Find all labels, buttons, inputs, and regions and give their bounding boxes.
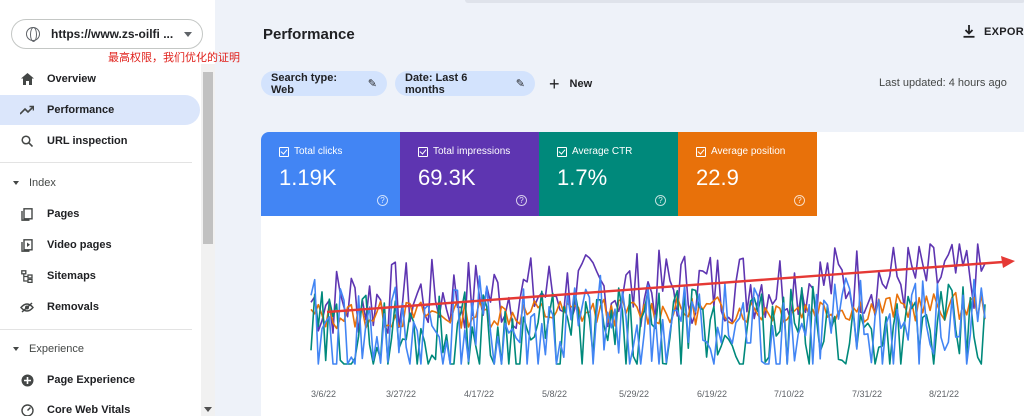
- new-label: New: [569, 77, 593, 90]
- sidebar-item-overview[interactable]: Overview: [0, 64, 200, 94]
- plus-icon: +: [549, 73, 560, 94]
- chip-label: Date: Last 6 months: [405, 71, 468, 96]
- sidebar-item-page-experience[interactable]: Page Experience: [0, 365, 200, 395]
- sidebar-item-label: Removals: [47, 301, 99, 313]
- search-type-chip[interactable]: Search type: Web ✎: [261, 71, 387, 96]
- divider: [0, 329, 192, 330]
- sidebar-item-core-web-vitals[interactable]: Core Web Vitals: [0, 395, 200, 416]
- metric-label: Average CTR: [572, 146, 633, 157]
- x-tick-label: 5/8/22: [542, 389, 567, 399]
- metric-label: Average position: [711, 146, 786, 157]
- help-icon[interactable]: ?: [794, 195, 805, 206]
- new-filter-button[interactable]: + New: [549, 71, 592, 96]
- trending-up-icon: [20, 103, 34, 117]
- sidebar-item-pages[interactable]: Pages: [0, 199, 200, 229]
- metric-card-average-position[interactable]: Average position 22.9 ?: [678, 132, 817, 216]
- chip-label: Search type: Web: [271, 71, 338, 96]
- search-icon: [20, 134, 34, 148]
- divider: [0, 162, 192, 163]
- export-label: EXPORT: [984, 25, 1024, 38]
- performance-panel: Total clicks 1.19K ? Total impressions 6…: [261, 132, 1024, 416]
- pencil-icon: ✎: [367, 78, 377, 90]
- last-updated-text: Last updated: 4 hours ago: [879, 77, 1007, 89]
- x-tick-label: 3/6/22: [311, 389, 336, 399]
- help-icon[interactable]: ?: [377, 195, 388, 206]
- sidebar: https://www.zs-oilfi ... 最高权限，我们优化的证明 Ov…: [0, 0, 240, 416]
- pencil-icon: ✎: [515, 78, 525, 90]
- checkbox-icon[interactable]: [557, 146, 567, 157]
- x-tick-label: 5/29/22: [619, 389, 649, 399]
- series-line-total-clicks: [310, 274, 986, 365]
- metric-card-total-impressions[interactable]: Total impressions 69.3K ?: [400, 132, 539, 216]
- checkbox-icon[interactable]: [418, 146, 428, 157]
- section-index[interactable]: Index: [13, 177, 56, 189]
- removals-icon: [20, 300, 34, 314]
- sidebar-item-label: Page Experience: [47, 374, 136, 386]
- help-icon[interactable]: ?: [516, 195, 527, 206]
- checkbox-icon[interactable]: [696, 146, 706, 157]
- sitemap-icon: [20, 269, 34, 283]
- sidebar-item-removals[interactable]: Removals: [0, 292, 200, 322]
- trend-arrow-line: [326, 260, 1004, 314]
- x-tick-label: 8/21/22: [929, 389, 959, 399]
- pages-icon: [20, 207, 34, 221]
- x-tick-label: 7/10/22: [774, 389, 804, 399]
- sidebar-item-label: URL inspection: [47, 135, 128, 147]
- series-line-average-position: [310, 291, 986, 330]
- export-button[interactable]: EXPORT: [963, 25, 1024, 38]
- page-title: Performance: [263, 26, 355, 43]
- property-selector[interactable]: https://www.zs-oilfi ...: [11, 19, 203, 49]
- sidebar-item-video-pages[interactable]: Video pages: [0, 230, 200, 260]
- metric-value: 1.7%: [557, 165, 608, 190]
- sidebar-item-label: Video pages: [47, 239, 112, 251]
- core-web-vitals-icon: [20, 403, 34, 416]
- section-label: Index: [29, 177, 56, 189]
- home-icon: [20, 72, 34, 86]
- sidebar-scrollbar[interactable]: [201, 64, 215, 416]
- main-content: Performance EXPORT Search type: Web ✎ Da…: [215, 0, 1024, 416]
- video-pages-icon: [20, 238, 34, 252]
- search-bar-edge: [465, 0, 1024, 3]
- sidebar-item-label: Overview: [47, 73, 96, 85]
- metric-value: 69.3K: [418, 165, 476, 190]
- x-tick-label: 3/27/22: [386, 389, 416, 399]
- x-tick-label: 4/17/22: [464, 389, 494, 399]
- sidebar-item-label: Core Web Vitals: [47, 404, 131, 416]
- x-tick-label: 6/19/22: [697, 389, 727, 399]
- sidebar-item-label: Performance: [47, 104, 115, 116]
- sidebar-item-sitemaps[interactable]: Sitemaps: [0, 261, 200, 291]
- collapse-caret-icon: [13, 181, 19, 185]
- help-icon[interactable]: ?: [655, 195, 666, 206]
- page-experience-icon: [20, 373, 34, 387]
- section-label: Experience: [29, 343, 85, 355]
- checkbox-icon[interactable]: [279, 146, 289, 157]
- x-tick-label: 7/31/22: [852, 389, 882, 399]
- scrollbar-thumb[interactable]: [203, 72, 213, 244]
- sidebar-item-url-inspection[interactable]: URL inspection: [0, 126, 200, 156]
- handwritten-annotation: 最高权限，我们优化的证明: [108, 51, 240, 64]
- collapse-caret-icon: [13, 347, 19, 351]
- sidebar-item-label: Sitemaps: [47, 270, 96, 282]
- metric-value: 1.19K: [279, 165, 337, 190]
- section-experience[interactable]: Experience: [13, 343, 84, 355]
- metric-card-total-clicks[interactable]: Total clicks 1.19K ?: [261, 132, 400, 216]
- chevron-down-icon: [184, 31, 192, 37]
- globe-icon: [26, 27, 40, 42]
- performance-chart: 3/6/22 3/27/22 4/17/22 5/8/22 5/29/22 6/19/22…: [310, 243, 1015, 399]
- metric-label: Total impressions: [433, 146, 511, 157]
- download-icon: [963, 25, 975, 38]
- metric-label: Total clicks: [294, 146, 343, 157]
- metric-value: 22.9: [696, 165, 739, 190]
- sidebar-item-performance[interactable]: Performance: [0, 95, 200, 125]
- sidebar-item-label: Pages: [47, 208, 80, 220]
- metric-card-average-ctr[interactable]: Average CTR 1.7% ?: [539, 132, 678, 216]
- date-chip[interactable]: Date: Last 6 months ✎: [395, 71, 535, 96]
- trend-arrow-head-icon: [1001, 256, 1015, 268]
- scroll-down-arrow-icon[interactable]: [204, 407, 212, 412]
- property-url: https://www.zs-oilfi ...: [51, 27, 174, 41]
